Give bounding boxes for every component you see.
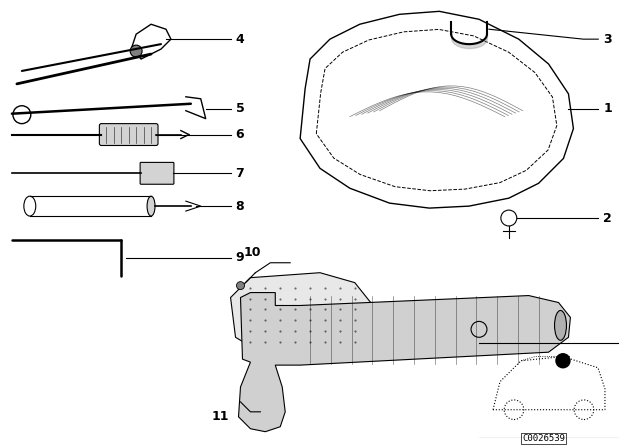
Ellipse shape [147, 196, 155, 216]
Text: 10: 10 [244, 246, 261, 259]
Text: C0026539: C0026539 [522, 434, 565, 443]
Text: 7: 7 [236, 167, 244, 180]
Text: 1: 1 [604, 102, 612, 115]
Text: 8: 8 [236, 200, 244, 213]
Text: 3: 3 [604, 33, 612, 46]
Circle shape [130, 45, 142, 57]
Ellipse shape [554, 310, 566, 340]
Text: 6: 6 [236, 128, 244, 141]
Polygon shape [230, 273, 374, 357]
Text: 9: 9 [236, 251, 244, 264]
Circle shape [237, 282, 244, 289]
Text: 2: 2 [604, 211, 612, 224]
Polygon shape [239, 293, 570, 432]
Text: 5: 5 [236, 102, 244, 115]
Text: 4: 4 [236, 33, 244, 46]
FancyBboxPatch shape [99, 124, 158, 146]
FancyBboxPatch shape [140, 162, 174, 184]
Text: 11: 11 [212, 410, 229, 423]
